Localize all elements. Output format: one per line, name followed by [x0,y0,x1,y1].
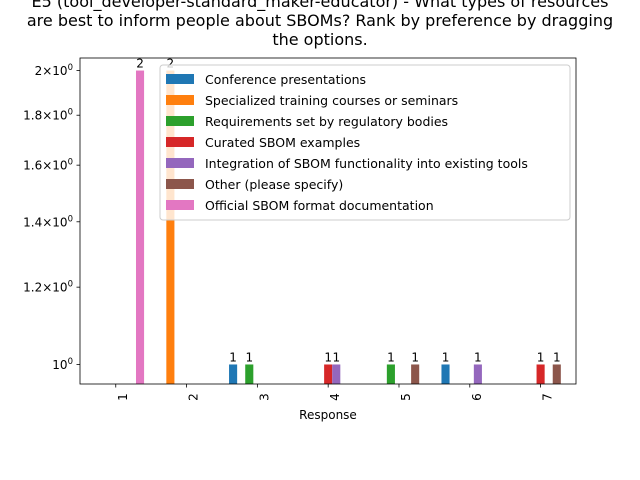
legend-box [159,64,571,221]
bar-labels-layer: 1 121 11 11 11 12 [136,57,560,365]
bar-value-label: 1 [442,350,450,364]
bar [552,364,561,384]
legend-swatch [166,116,194,126]
chart-title: E5 (tool_developer-standard_maker-educat… [0,0,640,49]
bar [441,364,450,384]
bar [135,70,145,385]
bars-layer [135,70,561,385]
bar [411,364,420,384]
x-tick-label: 2 [187,393,201,401]
x-tick-label: 6 [470,393,484,401]
legend-swatch [166,179,194,189]
y-tick-label: 1.4×100 [23,214,73,229]
legend: Conference presentations Specialized trai… [159,64,571,221]
chart-title-line-1: E5 (tool_developer-standard_maker-educat… [31,0,609,11]
y-tick-label: 1.2×100 [23,280,73,295]
bar-value-label: 1 [245,350,253,364]
legend-swatch [166,74,194,84]
bar-value-label: 1 [411,350,419,364]
x-axis-label: Response [299,408,357,422]
legend-swatch [166,158,194,168]
x-tick-label: 3 [257,393,271,401]
bar [473,364,482,384]
legend-entry-label: Other (please specify) [205,177,343,192]
x-tick-label: 4 [328,393,342,401]
bar-value-label: 2 [136,57,144,71]
bar-value-label: 1 [474,350,482,364]
legend-entry-label: Specialized training courses or seminars [205,93,458,108]
bar-value-label: 1 [537,350,545,364]
legend-swatch [166,95,194,105]
bar-value-label: 1 [387,350,395,364]
bar-value-label: 1 [324,350,332,364]
bar [166,70,175,385]
bar [245,364,254,384]
chart-title-line-2: are best to inform people about SBOMs? R… [26,11,614,30]
y-tick-label: 2×100 [35,63,73,78]
y-tick-label: 100 [52,357,73,372]
legend-entry-label: Conference presentations [205,72,366,87]
legend-entry-label: Official SBOM format documentation [205,198,434,213]
bar [536,364,545,384]
bar-value-label: 1 [332,350,340,364]
bar [324,364,333,384]
legend-swatch [166,200,194,210]
bar-value-label: 2 [167,57,175,71]
bar-value-label: 1 [229,350,237,364]
bar [386,364,395,384]
bar [332,364,341,384]
y-tick-label: 1.6×100 [23,158,73,173]
x-tick-label: 7 [541,393,555,401]
legend-entry-label: Integration of SBOM functionality into e… [205,156,528,171]
x-tick-label: 1 [116,393,130,401]
axes-layer: 100 1.2×100 1.4×100 1.6×100 1.8×100 2×100 1 2 3 4… [23,57,577,422]
bar [229,364,238,384]
x-tick-label: 5 [399,393,413,401]
legend-entry-label: Curated SBOM examples [205,135,360,150]
chart-title-line-3: the options. [272,30,368,49]
bar-value-label: 1 [553,350,561,364]
legend-entry-label: Requirements set by regulatory bodies [205,114,448,129]
legend-swatch [166,137,194,147]
y-tick-label: 1.8×100 [23,108,73,123]
